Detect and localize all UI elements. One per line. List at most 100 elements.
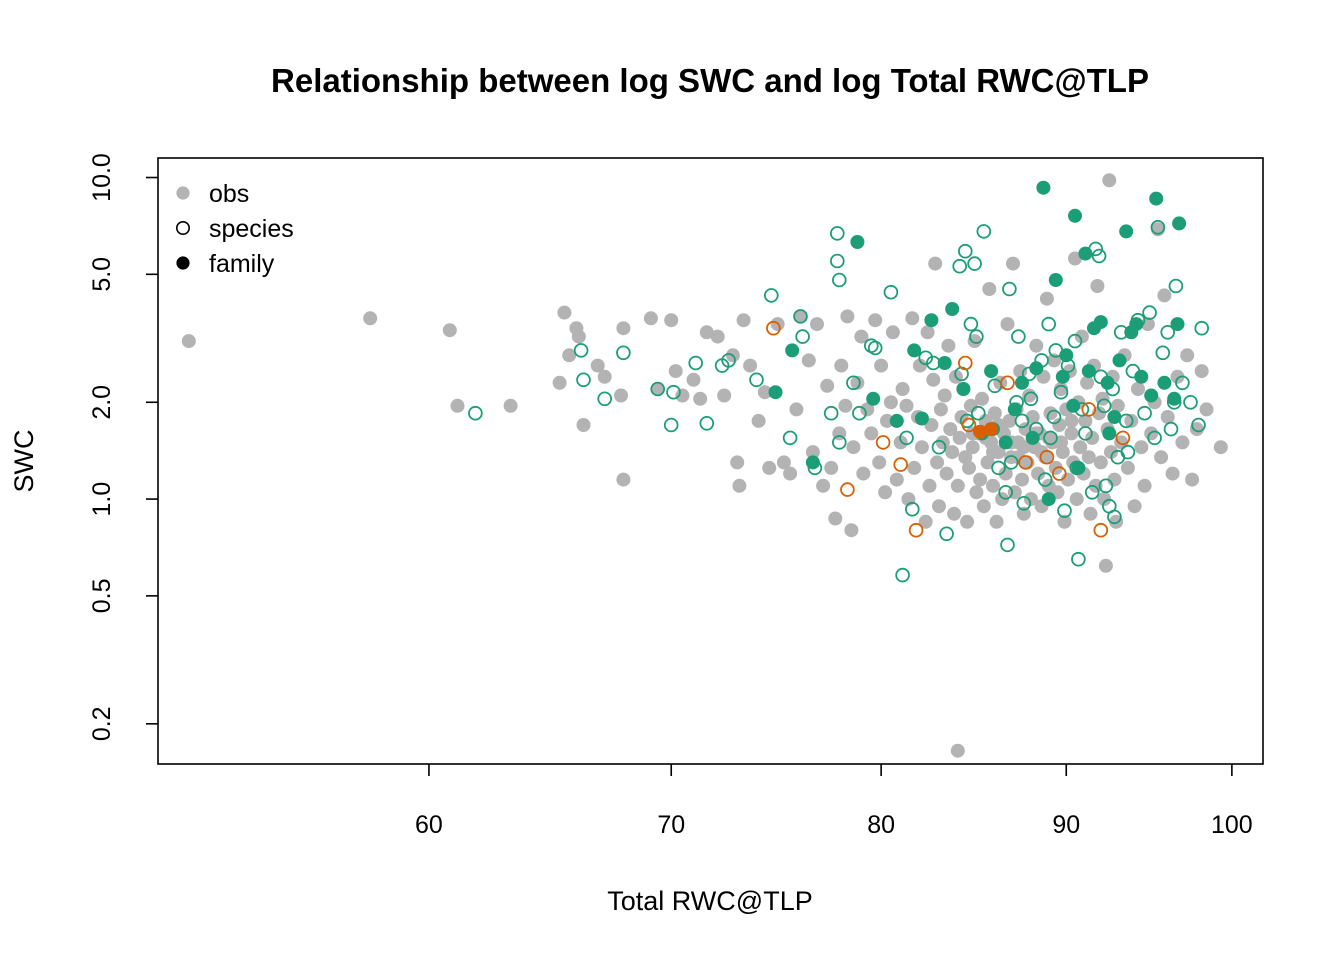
- data-point-obs: [885, 325, 900, 340]
- data-point-obs: [643, 311, 658, 326]
- data-point-obs: [1073, 440, 1088, 455]
- data-point-obs: [995, 492, 1010, 507]
- data-point-obs: [980, 455, 995, 470]
- data-point-obs: [895, 382, 910, 396]
- data-point-species: [1081, 402, 1097, 417]
- data-point-obs: [1013, 364, 1028, 379]
- data-point-obs: [864, 426, 879, 441]
- data-point-obs: [878, 485, 893, 500]
- data-point-obs: [1034, 445, 1049, 460]
- data-point-obs: [1170, 369, 1185, 384]
- data-point-family: [866, 391, 881, 406]
- legend-marker-species: [176, 221, 191, 236]
- data-point-obs: [950, 478, 965, 493]
- data-point-obs: [1074, 329, 1089, 344]
- data-point-species: [663, 417, 679, 433]
- data-point-species: [573, 343, 589, 358]
- data-point-obs: [590, 358, 605, 373]
- y-tick-label: 5.0: [88, 257, 116, 292]
- data-point-obs: [1160, 410, 1175, 424]
- data-point-family: [1071, 460, 1086, 475]
- data-point-obs: [1078, 413, 1093, 428]
- data-point-obs: [1083, 506, 1098, 521]
- data-point-species: [970, 405, 986, 421]
- data-point-obs: [503, 398, 518, 413]
- data-point-obs: [1064, 413, 1079, 428]
- data-point-obs: [1006, 256, 1020, 271]
- data-point-obs: [987, 406, 1002, 421]
- data-point-species: [616, 345, 631, 361]
- legend: obs species family: [176, 180, 294, 278]
- data-point-species: [1041, 316, 1056, 332]
- data-point-family: [1157, 375, 1172, 390]
- data-point-species: [1098, 478, 1114, 494]
- data-point-species: [991, 460, 1006, 476]
- data-point-obs: [562, 348, 577, 363]
- data-point-species: [952, 258, 967, 274]
- data-point-obs: [650, 382, 665, 396]
- data-point-species: [688, 355, 703, 371]
- data-point-obs: [1199, 402, 1214, 417]
- data-point-obs: [930, 455, 945, 470]
- data-point-species: [957, 243, 973, 259]
- data-point-obs: [762, 460, 777, 475]
- data-point-obs: [1039, 291, 1054, 306]
- data-point-species: [1194, 320, 1209, 336]
- data-point-obs: [905, 311, 920, 326]
- x-tick-label: 90: [1052, 811, 1080, 839]
- data-point-species: [1160, 324, 1175, 340]
- data-point-obs: [973, 472, 988, 487]
- data-point-species: [1043, 430, 1058, 446]
- data-point-obs: [846, 440, 861, 455]
- data-point-family: [907, 343, 922, 358]
- data-point-obs: [181, 334, 196, 349]
- data-point-species: [1084, 484, 1100, 500]
- data-point-obs: [1016, 506, 1031, 521]
- data-point-obs: [1109, 514, 1124, 529]
- data-point-obs: [941, 338, 956, 353]
- data-point-species: [1163, 421, 1179, 437]
- data-point-obs: [442, 323, 457, 338]
- data-point-family: [850, 235, 865, 249]
- data-point-species: [1000, 537, 1015, 553]
- data-point-species: [823, 405, 839, 421]
- data-point-family: [1068, 208, 1082, 223]
- data-point-family: [1041, 492, 1056, 507]
- data-point-obs: [889, 472, 904, 487]
- data-point-obs: [850, 375, 865, 390]
- data-point-obs: [1064, 426, 1079, 441]
- data-point-obs: [840, 309, 855, 324]
- data-point-obs: [1088, 478, 1103, 493]
- data-point-obs: [976, 499, 991, 514]
- data-point-species: [883, 284, 899, 300]
- data-point-obs: [962, 460, 976, 475]
- data-point-family: [1149, 191, 1164, 206]
- x-tick-label: 60: [415, 811, 443, 839]
- data-point-species: [1137, 405, 1152, 421]
- data-point-obs: [1015, 472, 1029, 487]
- data-point-obs: [743, 358, 758, 373]
- data-point-obs: [686, 372, 701, 387]
- data-point-family: [1170, 317, 1185, 332]
- data-point-obs: [939, 466, 954, 481]
- data-point-species: [852, 405, 867, 421]
- data-point-obs: [943, 422, 958, 437]
- data-point-obs: [1093, 455, 1108, 470]
- data-point-obs: [844, 523, 859, 538]
- y-tick-label: 1.0: [88, 482, 116, 517]
- legend-label-family: family: [209, 250, 275, 278]
- data-point-family: [1036, 180, 1051, 195]
- data-point-obs: [920, 325, 935, 340]
- data-point-obs: [945, 445, 960, 460]
- data-point-obs: [937, 388, 952, 403]
- data-point-obs: [820, 378, 835, 393]
- data-point-family: [1172, 216, 1187, 231]
- data-point-family: [785, 343, 800, 358]
- data-point-obs: [1043, 406, 1058, 421]
- data-point-species: [782, 430, 798, 446]
- data-point-species: [1003, 455, 1019, 470]
- data-point-species: [998, 484, 1013, 500]
- data-point-obs: [597, 369, 612, 384]
- data-point-obs: [1098, 558, 1113, 573]
- data-point-species: [893, 457, 908, 472]
